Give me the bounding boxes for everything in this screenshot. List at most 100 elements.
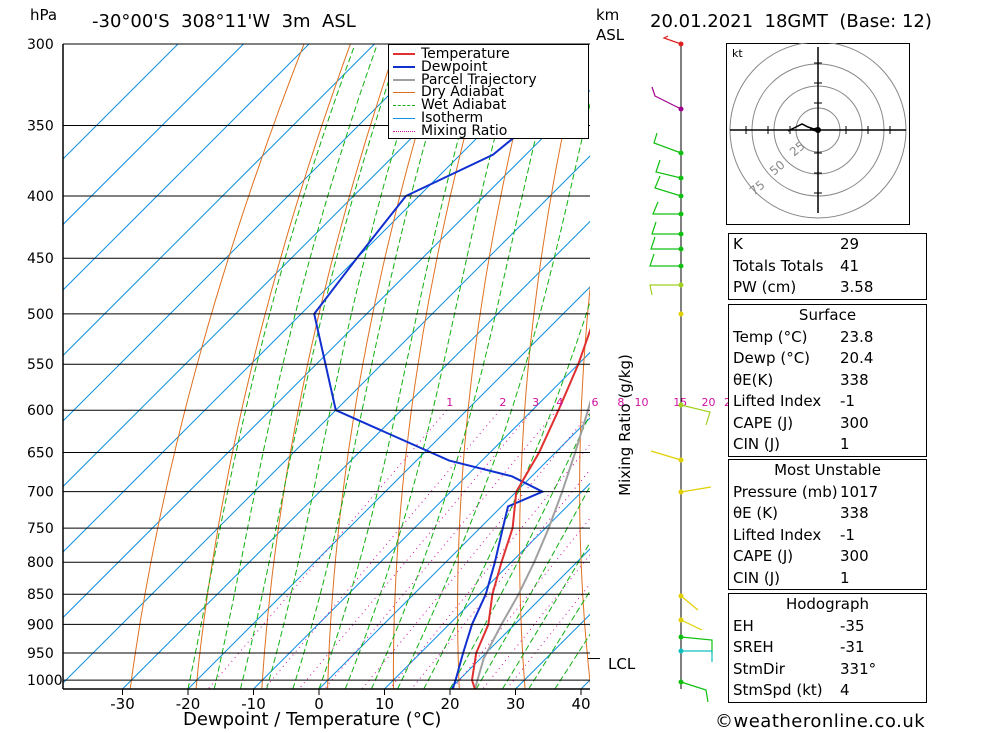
isotherm-line [63, 44, 375, 357]
hodo-value: 4 [840, 681, 850, 699]
wind-barb [680, 486, 712, 493]
wind-barb [654, 175, 682, 197]
wind-barb [650, 450, 682, 461]
isotherm-line [63, 44, 506, 488]
wind-barb [680, 636, 713, 654]
hodo-value: 331° [840, 659, 877, 678]
temperature-tick-label: -30 [110, 695, 135, 713]
wind-barb [680, 681, 709, 703]
wind-barb [651, 86, 682, 110]
hodo-row: SREH -31 [729, 637, 926, 659]
mu-row: Lifted Index -1 [729, 525, 926, 547]
isotherm-line [122, 220, 590, 689]
hodo-value: -31 [840, 638, 865, 656]
mixing-ratio-label: 4 [556, 396, 563, 409]
surface-label: Dewp (°C) [733, 349, 811, 367]
pressure-tick-label: 950 [27, 646, 54, 662]
dry-adiabat-line [457, 44, 537, 689]
wind-barb [681, 650, 713, 662]
index-label: Totals Totals [733, 256, 824, 275]
isotherm-line [384, 482, 590, 689]
legend-swatch [393, 66, 415, 69]
legend-label: Dry Adiabat [421, 84, 504, 101]
pressure-tick-label: 900 [27, 617, 54, 633]
isotherm-line [63, 89, 590, 619]
wind-barb [680, 595, 699, 611]
wind-barb [653, 132, 682, 154]
temperature-line [470, 327, 590, 689]
wind-barb [662, 35, 682, 45]
surface-value: 1 [840, 435, 850, 453]
mixing-ratio-line [389, 443, 590, 689]
legend-swatch [393, 78, 415, 81]
surface-value: 23.8 [840, 327, 874, 346]
legend-label: Isotherm [421, 109, 484, 126]
isotherm-line [63, 155, 590, 684]
legend-item: Parcel Trajectory [389, 71, 588, 88]
legend-swatch [393, 117, 415, 119]
legend-label: Parcel Trajectory [421, 71, 537, 88]
index-value: 29 [840, 235, 860, 253]
lcl-label: LCL [608, 655, 636, 673]
mu-value: 1 [840, 568, 850, 587]
mu-value: -1 [840, 525, 855, 544]
mu-value: 338 [840, 504, 869, 522]
mu-row: θE (K) 338 [729, 503, 926, 525]
surface-label: θE(K) [733, 370, 774, 389]
hodo-label: StmSpd (kt) [733, 681, 823, 699]
wet-adiabat-line [475, 485, 590, 689]
legend-item: Dry Adiabat [389, 86, 588, 99]
surface-row: Dewp (°C) 20.4 [729, 348, 926, 370]
mu-label: Lifted Index [733, 525, 822, 544]
surface-label: CAPE (J) [733, 413, 794, 432]
x-axis-label: Dewpoint / Temperature (°C) [183, 709, 442, 730]
isotherm-line [63, 44, 310, 291]
surface-row: CAPE (J) 300 [729, 413, 926, 435]
pressure-tick-label: 1000 [27, 673, 63, 689]
isotherm-line [449, 548, 590, 689]
wet-adiabat-line [528, 589, 590, 689]
datetime-title: 20.01.2021 18GMT (Base: 12) [650, 11, 932, 32]
legend-label: Temperature [421, 46, 510, 62]
mixing-ratio-axis-label: Mixing Ratio (g/kg) [616, 354, 634, 496]
mu-row: CIN (J) 1 [729, 568, 926, 590]
wind-level-marker [678, 231, 684, 237]
temperature-tick-label: 30 [506, 695, 525, 713]
index-value: 41 [840, 256, 860, 275]
wind-level-marker [678, 106, 684, 112]
index-value: 3.58 [840, 278, 874, 296]
mixing-ratio-label: 10 [635, 396, 649, 409]
legend-item: Isotherm [389, 109, 588, 126]
pressure-tick-label: 800 [27, 555, 54, 571]
wet-adiabat-line [266, 47, 426, 689]
wind-barb [651, 221, 681, 235]
wind-barb [649, 284, 681, 296]
pressure-tick-label: 700 [27, 485, 54, 501]
legend-item: Wet Adiabat [389, 97, 588, 114]
hodo-label: StmDir [733, 659, 785, 678]
hodograph-unit: kt [732, 47, 743, 60]
isotherm-line [63, 44, 441, 422]
wind-level-marker [678, 593, 684, 599]
temperature-tick-label: 0 [314, 695, 324, 713]
mu-row: Pressure (mb) 1017 [729, 482, 926, 504]
hodograph-stats-title: Hodograph [785, 595, 870, 613]
index-row: K 29 [729, 234, 926, 256]
hodograph-stats-box: Hodograph EH -35 SREH -31 StmDir 331° StmSp… [728, 593, 927, 703]
wind-barb [652, 201, 681, 215]
hodo-value: -35 [840, 616, 865, 635]
legend-swatch [393, 92, 415, 94]
pressure-unit-label: hPa [30, 6, 58, 24]
dry-adiabat-line [953, 44, 1000, 689]
pressure-tick-label: 550 [27, 357, 54, 373]
mixing-ratio-line [324, 409, 558, 689]
wind-level-marker [678, 402, 684, 408]
wind-barb [649, 253, 681, 267]
temperature-tick-label: 10 [375, 695, 394, 713]
wet-adiabat-line [449, 412, 590, 689]
isotherm-line [63, 44, 572, 553]
legend-label: Wet Adiabat [421, 97, 507, 114]
surface-label: CIN (J) [733, 435, 781, 453]
mu-label: CAPE (J) [733, 547, 794, 565]
